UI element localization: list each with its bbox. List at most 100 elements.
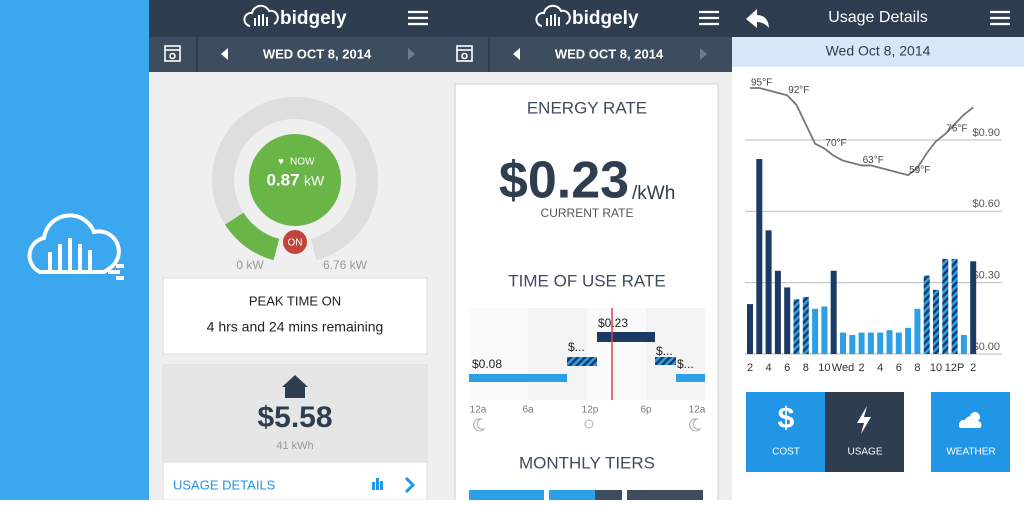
- logo-icon: [535, 4, 571, 27]
- bar: [914, 308, 921, 354]
- x-tick-label: Wed: [832, 362, 854, 374]
- tou-segment: [469, 374, 567, 382]
- rate-caption: CURRENT RATE: [541, 206, 634, 220]
- bar: [849, 334, 856, 354]
- bar: [960, 334, 967, 354]
- bar: [747, 304, 753, 354]
- tou-segment: [567, 357, 597, 366]
- usage-value: 41 kWh: [276, 440, 313, 452]
- x-tick-label: 2: [859, 362, 865, 374]
- peak-title: PEAK TIME ON: [249, 293, 341, 308]
- bar: [765, 230, 772, 354]
- now-label: NOW: [290, 157, 315, 168]
- bar: [970, 261, 977, 354]
- menu-button[interactable]: [990, 10, 1010, 26]
- peak-card: [162, 277, 428, 355]
- usage-chart: $0.00$0.30$0.60$0.902 4 6 8 10 Wed 2 4 6 8 10 12P 29…: [745, 78, 1002, 374]
- usage-tab[interactable]: [825, 392, 904, 472]
- bar: [858, 332, 865, 354]
- app-header: [149, 0, 440, 37]
- tier-block: [595, 490, 622, 500]
- temperature-label: 70°F: [825, 138, 846, 149]
- tou-time: 6a: [522, 405, 534, 416]
- moon-icon: [473, 418, 486, 432]
- bar: [895, 332, 902, 354]
- tou-label: $...: [656, 344, 673, 358]
- menu-button[interactable]: [408, 10, 428, 26]
- tou-time: 12a: [470, 405, 487, 416]
- now-value: 0.87: [266, 170, 299, 189]
- x-tick-label: 6: [784, 362, 790, 374]
- x-tick-label: 10: [818, 362, 830, 374]
- cost-tab[interactable]: [746, 392, 825, 472]
- x-tick-label: 10: [930, 362, 942, 374]
- brand-icon: [27, 213, 124, 280]
- logo-icon: [243, 4, 279, 27]
- tou-band: [469, 308, 528, 400]
- calendar-button[interactable]: [456, 45, 473, 62]
- prev-day-button[interactable]: [513, 48, 520, 60]
- x-tick-label: 6: [896, 362, 902, 374]
- gauge-min-label: 0 kW: [236, 258, 264, 272]
- app-header: [732, 0, 1024, 37]
- logo-text: bidgely: [280, 8, 347, 29]
- tou-label: $...: [568, 340, 585, 354]
- tier-block: [469, 490, 544, 500]
- now-unit: kW: [304, 173, 325, 189]
- temperature-label: 76°F: [946, 124, 967, 135]
- tier-block: [627, 490, 703, 500]
- tou-title: TIME OF USE RATE: [508, 271, 665, 290]
- next-day-button[interactable]: [700, 48, 707, 60]
- calendar-button[interactable]: [164, 45, 181, 62]
- temperature-label: 92°F: [788, 85, 809, 96]
- app-header: [440, 0, 732, 37]
- date-label: WED OCT 8, 2014: [263, 46, 372, 61]
- gauge: [212, 97, 378, 261]
- bar: [840, 332, 846, 354]
- tou-time: 12p: [582, 405, 599, 416]
- bar: [830, 270, 837, 354]
- date-label: WED OCT 8, 2014: [555, 46, 664, 61]
- bar: [812, 308, 819, 354]
- chevron[interactable]: [404, 476, 416, 494]
- bar: [951, 258, 958, 354]
- bar: [802, 296, 809, 354]
- next-day-button[interactable]: [408, 48, 415, 60]
- bar-icon: [372, 478, 383, 490]
- date-strip: [732, 37, 1024, 67]
- gauge-track: [212, 97, 378, 261]
- temperature-line: [750, 87, 974, 177]
- back-button[interactable]: [746, 9, 769, 28]
- bar: [867, 332, 874, 354]
- menu-button[interactable]: [699, 10, 719, 26]
- usage-title: Usage Details: [828, 9, 928, 26]
- tou-segment: [655, 357, 676, 365]
- temperature-label: 59°F: [909, 165, 930, 176]
- bar: [784, 287, 791, 354]
- weather-icon: [958, 412, 982, 428]
- tier-block: [549, 490, 595, 500]
- x-tick-label: 8: [803, 362, 809, 374]
- prev-day-button[interactable]: [221, 48, 228, 60]
- tou-chart: [469, 308, 705, 400]
- rate-unit: /kWh: [632, 183, 675, 204]
- logo-text: bidgely: [572, 8, 639, 29]
- tou-time: 6p: [640, 405, 652, 416]
- tab-label: USAGE: [847, 447, 882, 458]
- bar: [793, 299, 800, 354]
- bar: [886, 330, 893, 354]
- cost-icon: $: [778, 402, 795, 435]
- usage-details-link[interactable]: USAGE DETAILS: [173, 477, 276, 492]
- home-icon: [282, 375, 308, 398]
- bar: [942, 258, 949, 354]
- x-tick-label: 2: [970, 362, 976, 374]
- temperature-label: 63°F: [863, 155, 884, 166]
- bar: [756, 159, 763, 354]
- weather-tab[interactable]: [931, 392, 1010, 472]
- rate-value: $0.23: [499, 152, 629, 210]
- y-tick-label: $0.30: [972, 270, 1000, 282]
- temperature-label: 95°F: [751, 78, 772, 89]
- tou-label: $0.23: [598, 316, 628, 330]
